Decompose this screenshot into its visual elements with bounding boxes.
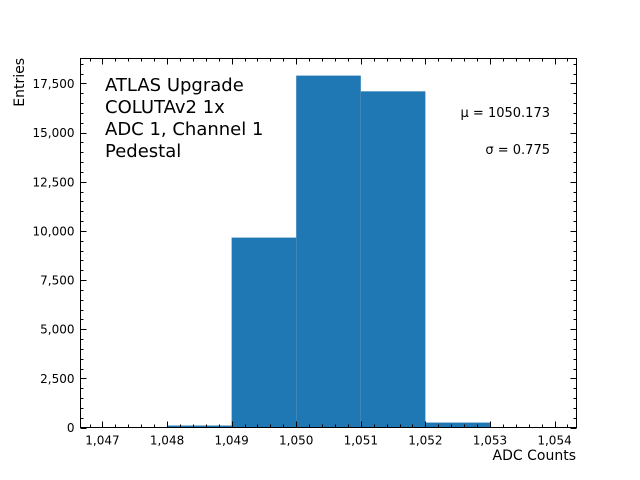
y-tick-label: 17,500 <box>33 77 75 91</box>
x-tick-labels: 1,047 1,048 1,049 1,050 1,051 1,052 1,053 1,054 <box>85 434 571 448</box>
y-tick-label: 2,500 <box>40 372 74 386</box>
annotation-text-block: ATLAS Upgrade COLUTAv2 1x ADC 1, Channel… <box>105 75 263 162</box>
annotation-line-4: Pedestal <box>105 141 181 162</box>
sigma-annotation: σ = 0.775 <box>485 143 550 158</box>
y-tick-label: 5,000 <box>40 323 74 337</box>
plot-frame <box>80 58 577 428</box>
histogram-bar <box>167 425 232 428</box>
x-tick-label: 1,049 <box>214 434 248 448</box>
histogram-bar <box>231 237 297 428</box>
annotation-line-3: ADC 1, Channel 1 <box>105 119 263 140</box>
x-tick-label: 1,053 <box>473 434 507 448</box>
mean-annotation: μ = 1050.173 <box>461 106 550 121</box>
y-tick-label: 12,500 <box>33 175 75 189</box>
x-tick-label: 1,051 <box>344 434 378 448</box>
x-tick-label: 1,054 <box>537 434 571 448</box>
histogram-bar <box>425 422 490 428</box>
y-tick-label: 10,000 <box>33 224 75 238</box>
y-tick-label: 7,500 <box>40 274 74 288</box>
histogram-bars <box>167 75 490 428</box>
x-tick-label: 1,050 <box>279 434 313 448</box>
y-tick-label: 15,000 <box>33 126 75 140</box>
y-tick-labels: 0 2,500 5,000 7,500 10,000 12,500 15,000 17,500 <box>33 77 75 435</box>
x-tick-label: 1,047 <box>85 434 119 448</box>
y-axis-label: Entries <box>12 58 28 107</box>
histogram-bar <box>360 91 426 428</box>
x-tick-label: 1,052 <box>408 434 442 448</box>
annotation-line-1: ATLAS Upgrade <box>105 75 244 96</box>
x-tick-label: 1,048 <box>150 434 184 448</box>
histogram-bar <box>296 75 361 428</box>
annotation-line-2: COLUTAv2 1x <box>105 97 225 118</box>
x-axis-label: ADC Counts <box>493 448 576 464</box>
y-tick-label: 0 <box>67 421 75 435</box>
